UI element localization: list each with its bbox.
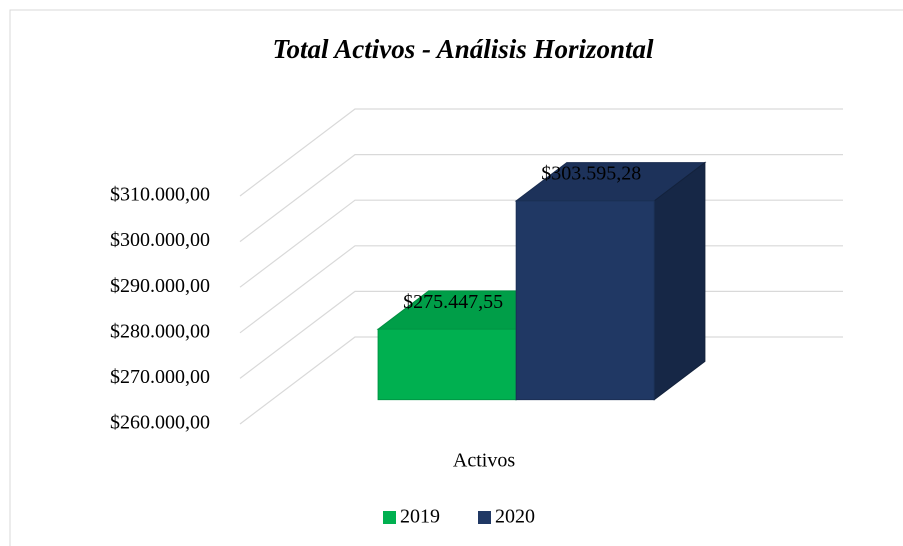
- x-tick-label: Activos: [453, 450, 515, 472]
- legend-swatch: [478, 511, 491, 524]
- grid-line: [239, 108, 843, 197]
- y-tick-label: $300.000,00: [110, 229, 210, 251]
- data-label: $303.595,28: [541, 162, 641, 184]
- legend-label: 2019: [400, 506, 440, 528]
- bar: [377, 328, 517, 401]
- legend-label: 2020: [495, 506, 535, 528]
- y-tick-label: $260.000,00: [110, 412, 210, 434]
- legend-swatch: [383, 511, 396, 524]
- bar-side: [653, 161, 706, 401]
- y-tick-label: $280.000,00: [110, 320, 210, 342]
- grid-line: [239, 154, 843, 243]
- chart-frame: [9, 9, 903, 546]
- y-tick-label: $270.000,00: [110, 366, 210, 388]
- y-tick-label: $310.000,00: [110, 184, 210, 206]
- bar: [515, 200, 655, 401]
- data-label: $275.447,55: [403, 291, 503, 313]
- chart-title: Total Activos - Análisis Horizontal: [272, 34, 654, 64]
- y-tick-label: $290.000,00: [110, 275, 210, 297]
